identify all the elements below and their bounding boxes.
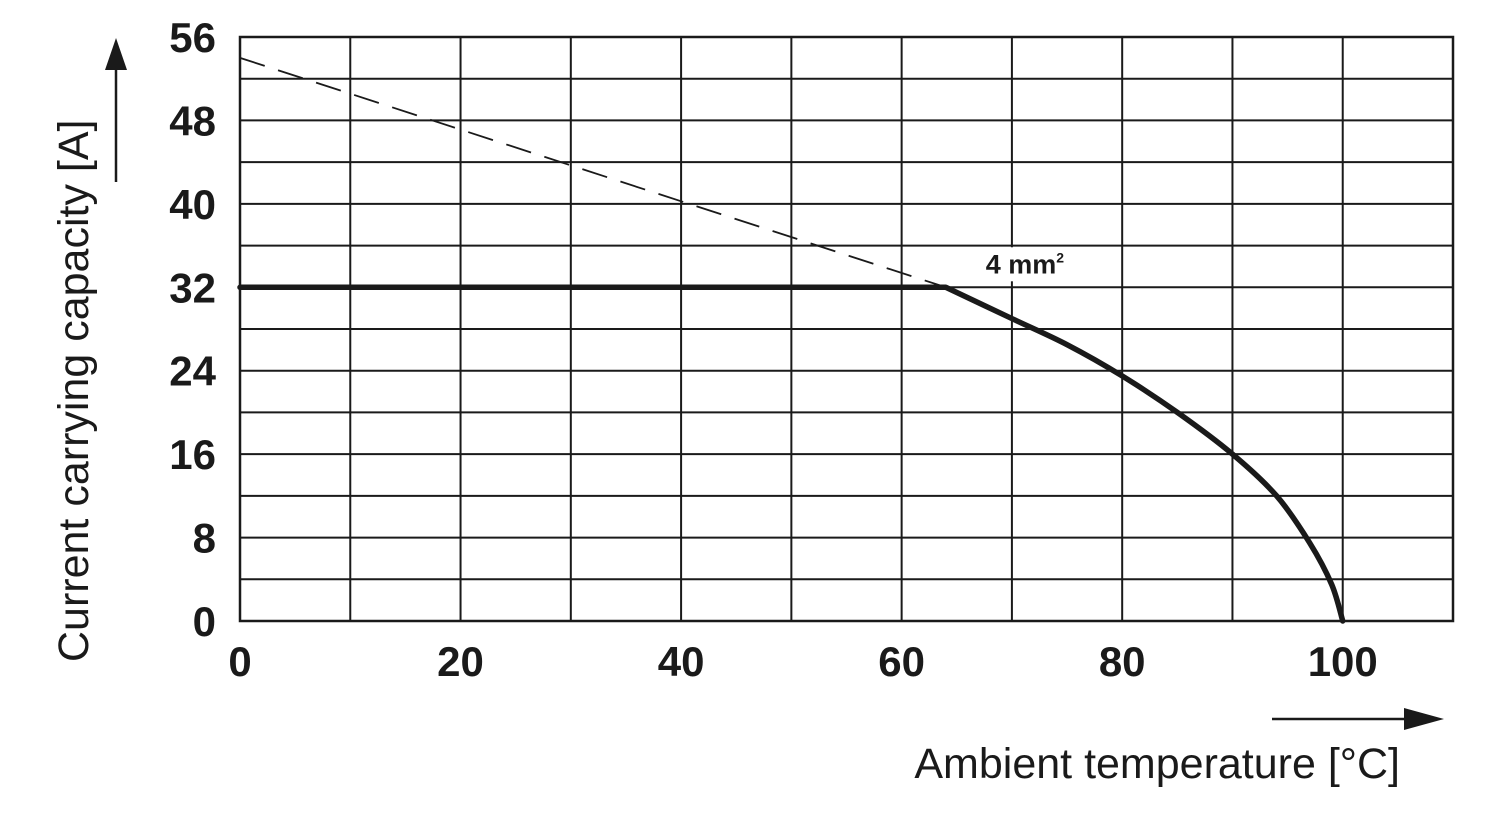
series-label-name: 4 mm — [986, 249, 1057, 279]
y-axis-title: Current carrying capacity [A] — [50, 38, 127, 662]
series-label: 4 mm2 — [986, 249, 1065, 279]
plot-frame — [238, 35, 1455, 623]
x-tick-label: 80 — [1099, 638, 1146, 685]
x-tick-label: 20 — [437, 638, 484, 685]
y-tick-label: 40 — [169, 181, 216, 228]
series-labels: 4 mm2 — [980, 247, 1072, 282]
y-tick-label: 32 — [169, 264, 216, 311]
y-tick-label: 8 — [193, 515, 216, 562]
x-axis-arrow-icon — [1404, 708, 1444, 730]
x-tick-label: 40 — [658, 638, 705, 685]
series-group — [237, 57, 1346, 624]
y-tick-label: 16 — [169, 431, 216, 478]
y-tick-label: 24 — [169, 348, 216, 395]
y-axis-label: Current carrying capacity [A] — [50, 120, 98, 662]
series-line-4mm — [237, 284, 1346, 624]
series-label-superscript: 2 — [1056, 249, 1064, 265]
series-line-dashed — [239, 57, 947, 289]
x-axis-ticks: 0 20 40 60 80 100 — [228, 638, 1377, 685]
x-axis-title: Ambient temperature [°C] — [914, 708, 1444, 788]
y-axis-arrow-icon — [105, 38, 127, 70]
y-axis-ticks: 0 8 16 24 32 40 48 56 — [169, 14, 216, 645]
plot-grid — [238, 35, 1455, 623]
x-axis-label: Ambient temperature [°C] — [914, 740, 1400, 788]
y-tick-label: 56 — [169, 14, 216, 61]
x-tick-label: 0 — [228, 638, 251, 685]
y-tick-label: 48 — [169, 97, 216, 144]
y-tick-label: 0 — [193, 598, 216, 645]
x-tick-label: 60 — [878, 638, 925, 685]
series-label-background — [980, 247, 1072, 282]
x-tick-label: 100 — [1308, 638, 1378, 685]
